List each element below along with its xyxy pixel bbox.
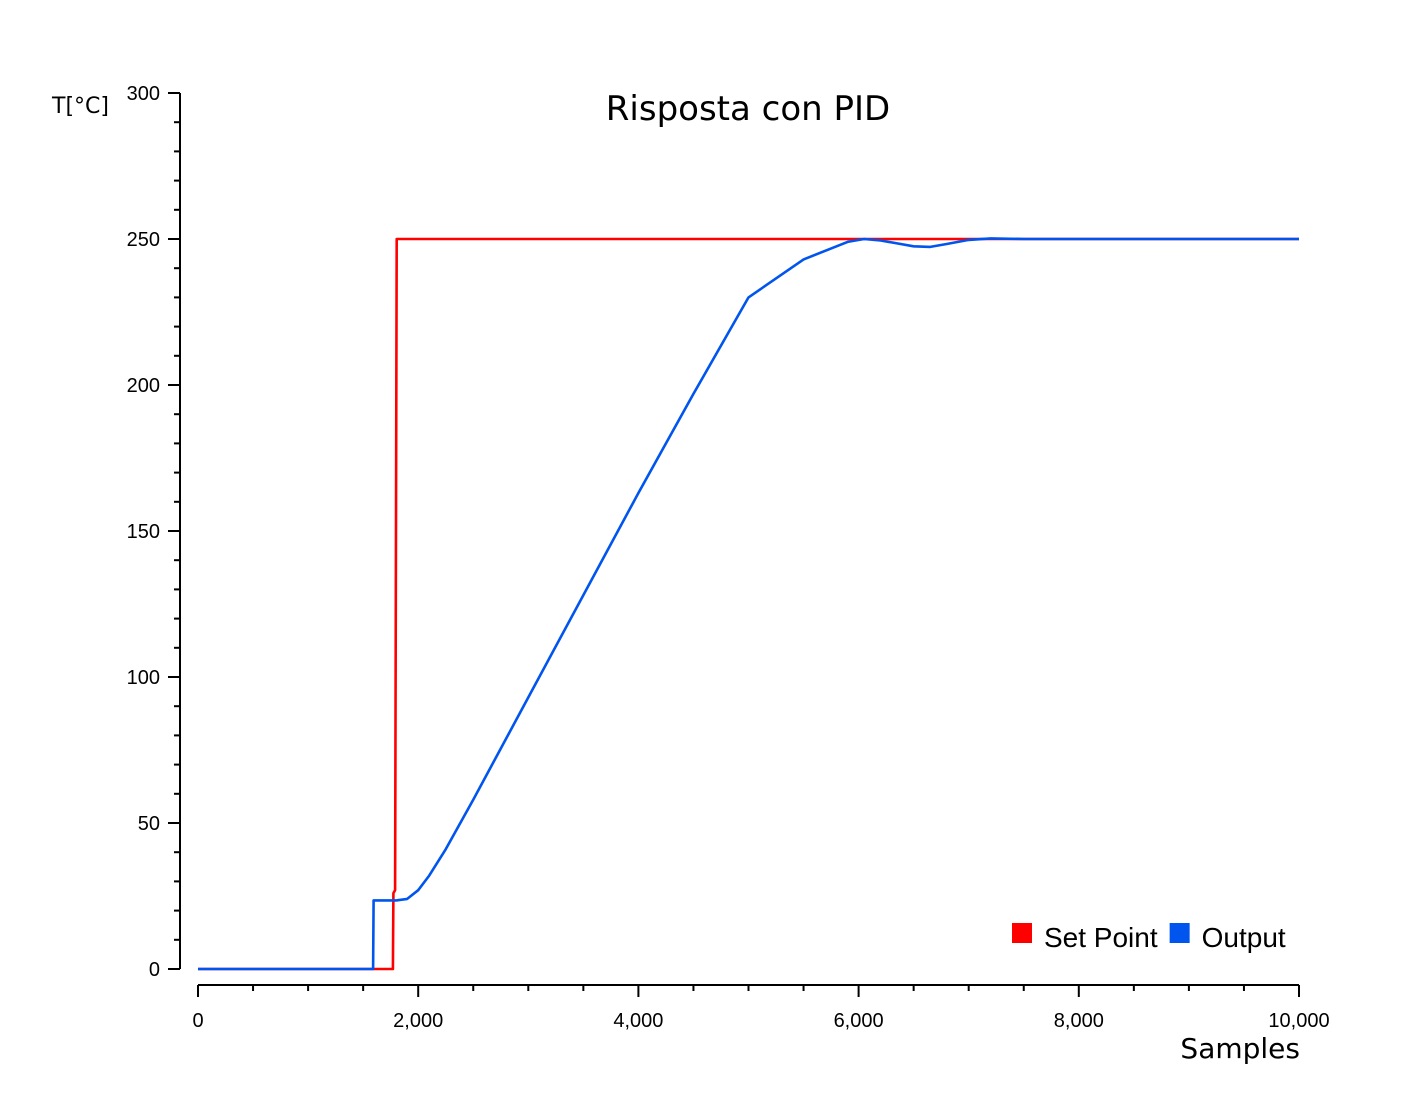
x-tick-label: 4,000 xyxy=(613,1010,663,1032)
legend-label-set-point: Set Point xyxy=(1044,922,1158,953)
y-tick-label: 250 xyxy=(127,229,160,251)
legend: Set Point Output xyxy=(1012,922,1286,953)
y-tick-label: 300 xyxy=(127,83,160,105)
y-tick-label: 200 xyxy=(127,375,160,397)
x-axis-label: Samples xyxy=(1180,1032,1300,1065)
x-tick-label: 10,000 xyxy=(1268,1010,1329,1032)
chart-title: Risposta con PID xyxy=(606,89,890,129)
legend-swatch-set-point xyxy=(1012,923,1032,943)
x-tick-label: 6,000 xyxy=(834,1010,884,1032)
x-tick-label: 0 xyxy=(192,1010,203,1032)
series-line-output xyxy=(198,237,1299,971)
y-axis-label: T[°C] xyxy=(51,94,109,119)
y-tick-label: 50 xyxy=(138,813,160,835)
labels-layer: Risposta con PID T[°C] Samples xyxy=(51,89,1300,1065)
y-tick-label: 150 xyxy=(127,521,160,543)
series-line-set-point xyxy=(198,237,1299,971)
x-tick-label: 2,000 xyxy=(393,1010,443,1032)
y-tick-label: 100 xyxy=(127,667,160,689)
series-layer xyxy=(198,237,1299,971)
y-tick-label: 0 xyxy=(149,959,160,981)
axes-layer: 0 50 100 150 200 250 300 0 2,000 4,000 6,000 8,000 1… xyxy=(127,83,1330,1032)
x-tick-label: 8,000 xyxy=(1054,1010,1104,1032)
legend-swatch-output xyxy=(1169,923,1190,943)
legend-label-output: Output xyxy=(1202,922,1286,953)
